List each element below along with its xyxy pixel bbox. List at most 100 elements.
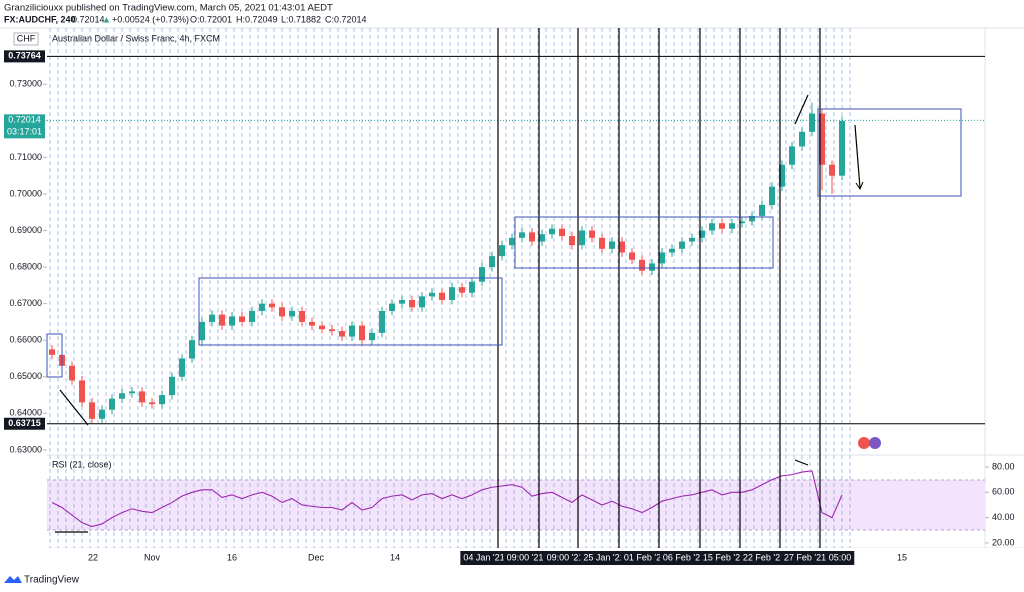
candle-body xyxy=(689,237,695,242)
candle-body xyxy=(789,146,795,165)
candle-body xyxy=(629,252,635,260)
event-icon[interactable] xyxy=(858,437,870,449)
candle-body xyxy=(109,398,115,410)
candle-body xyxy=(89,402,95,419)
logo xyxy=(4,576,22,583)
trend-line xyxy=(794,94,809,125)
candle-body xyxy=(209,314,215,322)
range-box xyxy=(514,216,774,269)
candle-body xyxy=(829,164,835,176)
x-tick-label: 14 xyxy=(390,552,400,562)
x-tick-label: 15 xyxy=(897,552,907,562)
candle-body xyxy=(729,223,735,229)
candle-body xyxy=(159,395,165,405)
candle-body xyxy=(119,393,125,399)
candle-body xyxy=(759,204,765,216)
candle-body xyxy=(429,292,435,297)
price-tag-label: 0.63715 xyxy=(8,418,41,428)
candle-body xyxy=(719,223,725,229)
candle-body xyxy=(369,332,375,341)
x-tick-label: 27 Feb '21 xyxy=(784,552,826,562)
rsi-tick-label: 60.00 xyxy=(992,487,1015,497)
x-tick-label: Dec xyxy=(308,552,325,562)
price-tag xyxy=(4,417,45,430)
candle-body xyxy=(399,299,405,304)
candle-body xyxy=(49,349,55,355)
ohlc-open: O:0.72001 xyxy=(190,14,232,24)
currency: CHF xyxy=(17,33,36,43)
candle-body xyxy=(469,281,475,293)
candle-body xyxy=(249,310,255,322)
trend-line xyxy=(794,459,809,466)
candle-body xyxy=(199,321,205,341)
candle-body xyxy=(269,303,275,308)
candle-body xyxy=(299,310,305,322)
x-tick-highlight xyxy=(543,551,587,565)
y-tick-label: 0.67000 xyxy=(9,298,42,308)
candle-body xyxy=(499,245,505,257)
candle-body xyxy=(259,303,265,311)
candle-body xyxy=(279,307,285,317)
x-tick-highlight xyxy=(460,551,508,565)
arrow-head xyxy=(855,181,864,191)
event-icon[interactable] xyxy=(869,437,881,449)
range-box xyxy=(46,333,63,378)
y-tick-label: 0.69000 xyxy=(9,225,42,235)
candle-body xyxy=(569,236,575,246)
change: ▲ xyxy=(102,14,111,24)
candle-body xyxy=(339,331,345,337)
candle-body xyxy=(409,299,415,308)
ohlc-low: L:0.71882 xyxy=(281,14,321,24)
candle-body xyxy=(839,120,845,176)
change: +0.00524 (+0.73%) xyxy=(112,14,189,24)
byline: Granziliciouxx published on TradingView.… xyxy=(4,3,333,14)
candle-body xyxy=(549,228,555,235)
y-tick-label: 0.73000 xyxy=(9,79,42,89)
candle-body xyxy=(489,256,495,268)
candle-body xyxy=(439,292,445,300)
x-tick-highlight xyxy=(699,551,749,565)
candle-body xyxy=(779,164,785,187)
candle-body xyxy=(799,131,805,147)
x-tick-highlight xyxy=(739,551,789,565)
rsi-tick-label: 20.00 xyxy=(992,537,1015,547)
rsi-title: RSI (21, close) xyxy=(52,459,112,469)
rsi-tick-label: 80.00 xyxy=(992,461,1015,471)
candle-body xyxy=(179,358,185,377)
legend: CHF Australian Dollar / Swiss Franc, 4h,… xyxy=(13,32,220,469)
candle-body xyxy=(69,365,75,381)
candle-body xyxy=(639,259,645,271)
x-tick-highlight xyxy=(580,551,628,565)
x-tick-label: 25 Jan '21 xyxy=(583,552,624,562)
candle-body xyxy=(619,241,625,253)
candle-body xyxy=(529,232,535,242)
trend-line xyxy=(59,389,89,426)
x-tick-label: 09:00 '21 xyxy=(547,552,584,562)
candle-body xyxy=(459,287,465,293)
candle-body xyxy=(509,237,515,246)
ohlc-close: C:0.72014 xyxy=(325,14,367,24)
price: 0.72014 xyxy=(72,14,105,24)
footer: TradingView xyxy=(4,575,80,586)
candle-body xyxy=(449,287,455,300)
currency-box xyxy=(13,32,39,46)
range-box xyxy=(817,108,962,197)
y-tick-label: 0.64000 xyxy=(9,408,42,418)
candle-body xyxy=(519,232,525,238)
candle-body xyxy=(609,241,615,249)
candle-body xyxy=(749,215,755,222)
x-tick-highlight xyxy=(659,551,709,565)
x-tick-highlight xyxy=(825,551,855,565)
y-tick-label: 0.68000 xyxy=(9,261,42,271)
last-price-label: 0.72014 xyxy=(8,115,41,125)
candle-body xyxy=(79,380,85,403)
y-tick-label: 0.71000 xyxy=(9,152,42,162)
candle-body xyxy=(169,376,175,396)
x-tick-label: 22 Feb '21 xyxy=(743,552,785,562)
y-tick-label: 0.70000 xyxy=(9,188,42,198)
x-tick-label: 15 Feb '21 xyxy=(703,552,745,562)
y-tick-label: 0.65000 xyxy=(9,371,42,381)
candle-body xyxy=(809,113,815,132)
drawings xyxy=(46,28,962,548)
candle-body xyxy=(679,241,685,249)
